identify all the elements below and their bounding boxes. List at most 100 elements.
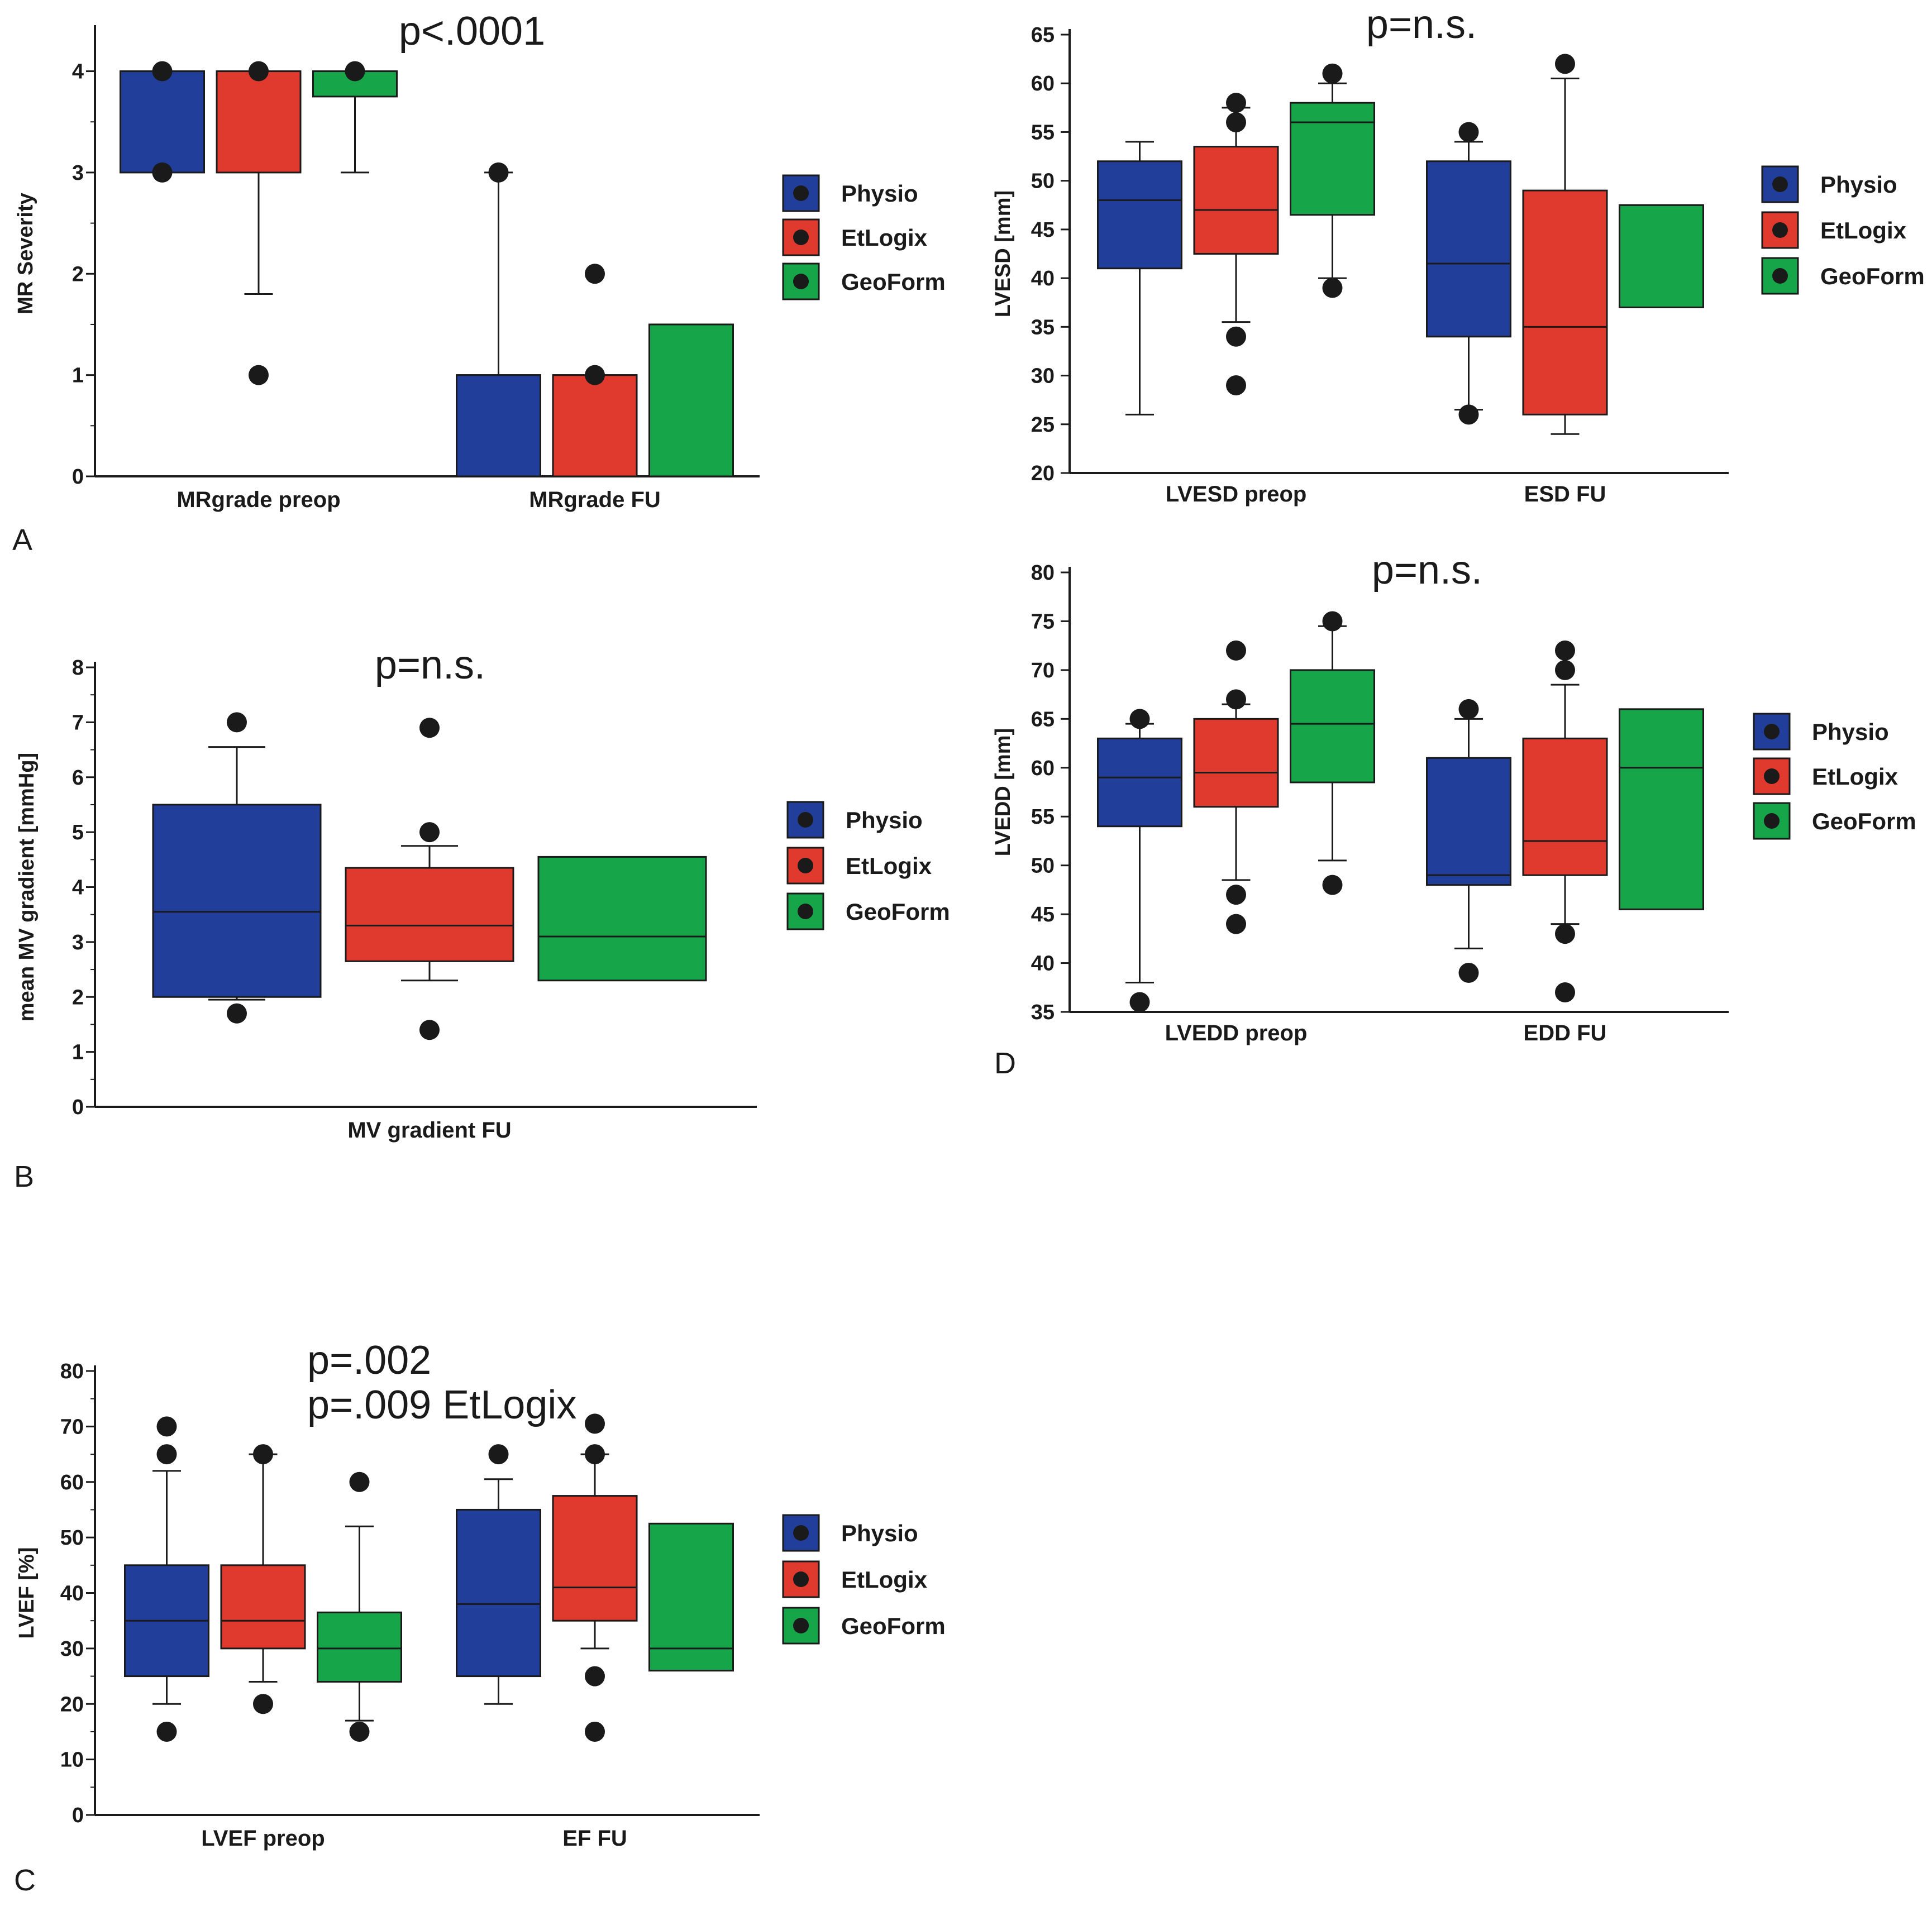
box-geoform <box>1619 204 1704 308</box>
p-value-label: p<.0001 <box>399 9 545 54</box>
outlier-point <box>156 1416 177 1437</box>
legend-marker <box>793 185 809 201</box>
category-label: MRgrade FU <box>529 488 661 512</box>
outlier-point <box>1129 992 1150 1012</box>
outlier-point <box>1226 914 1246 934</box>
y-tick-label: 65 <box>1031 23 1055 47</box>
chart-panel-a: 0 1 2 3 4 MR Severity MRgrade preop MRgrade FU p… <box>12 9 946 557</box>
box-body <box>648 1522 734 1672</box>
box-physio <box>456 1444 541 1705</box>
y-tick-label: 35 <box>1031 316 1055 339</box>
y-tick-label: 1 <box>72 364 84 388</box>
y-axis-title: LVESD [mm] <box>991 190 1015 317</box>
legend-marker <box>798 858 813 873</box>
y-tick-label: 55 <box>1031 805 1055 829</box>
y-tick-label: 2 <box>72 262 84 286</box>
box-physio <box>120 61 205 183</box>
box-geoform <box>1619 708 1704 910</box>
y-tick-label: 80 <box>60 1360 84 1383</box>
outlier-point <box>253 1694 273 1714</box>
y-tick-label: 70 <box>1031 659 1055 682</box>
box-body <box>552 1495 638 1622</box>
legend-label-geoform: GeoForm <box>1820 263 1925 289</box>
legend: Physio EtLogix GeoForm <box>782 174 946 300</box>
outlier-point <box>1322 63 1343 84</box>
box-body <box>1426 757 1511 886</box>
y-tick-label: 35 <box>1031 1001 1055 1024</box>
box-geoform <box>648 1522 734 1672</box>
box-body <box>1290 102 1375 216</box>
y-tick-label: 0 <box>72 1096 84 1119</box>
box-body <box>537 856 707 982</box>
box-physio <box>1426 122 1511 425</box>
box-body <box>1619 708 1704 910</box>
legend-label-geoform: GeoForm <box>841 269 946 295</box>
p-value-label: p=n.s. <box>1366 2 1477 47</box>
outlier-point <box>345 61 365 82</box>
p-value-label: p=n.s. <box>1372 548 1482 593</box>
legend: Physio EtLogix GeoForm <box>786 801 950 930</box>
legend-label-physio: Physio <box>841 1520 918 1546</box>
y-tick-label: 2 <box>72 986 84 1009</box>
panel-letter: B <box>14 1160 34 1193</box>
y-tick-label: 20 <box>60 1693 84 1716</box>
y-tick-label: 80 <box>1031 561 1055 585</box>
panel-letter: D <box>994 1047 1016 1080</box>
legend-marker <box>798 904 813 919</box>
y-axis-title: LVEF [%] <box>15 1547 39 1639</box>
box-body <box>1619 204 1704 308</box>
category-label: LVEDD preop <box>1165 1021 1308 1045</box>
box-etlogix <box>216 61 302 385</box>
y-tick-label: 40 <box>60 1582 84 1606</box>
box-body <box>648 323 734 477</box>
outlier-point <box>152 61 173 82</box>
box-geoform <box>1290 611 1375 895</box>
legend-marker <box>793 1525 809 1541</box>
y-tick-label: 65 <box>1031 708 1055 731</box>
outlier-point <box>585 1444 605 1465</box>
outlier-point <box>1458 122 1479 142</box>
y-tick-label: 60 <box>60 1471 84 1494</box>
y-tick-label: 45 <box>1031 218 1055 242</box>
box-body <box>1193 146 1279 255</box>
y-tick-label: 4 <box>72 876 84 900</box>
y-tick-label: 10 <box>60 1748 84 1772</box>
legend-marker <box>1772 268 1788 284</box>
box-body <box>1290 669 1375 783</box>
outlier-point <box>1322 278 1343 298</box>
outlier-point <box>1458 404 1479 425</box>
p-value-label: p=n.s. <box>375 643 485 687</box>
y-tick-label: 30 <box>60 1637 84 1661</box>
y-tick-label: 3 <box>72 161 84 185</box>
outlier-point <box>1458 963 1479 983</box>
chart-panel-c: 0 10 20 30 40 50 60 70 80 LVEF [%] LVEF preop EF FU… <box>14 1338 946 1897</box>
box-etlogix <box>1193 93 1279 395</box>
y-tick-label: 0 <box>72 465 84 489</box>
outlier-point <box>1129 709 1150 729</box>
box-etlogix <box>1522 54 1608 435</box>
box-body <box>1097 160 1182 270</box>
box-body <box>220 1564 306 1650</box>
box-body <box>552 374 638 477</box>
outlier-point <box>249 61 269 82</box>
outlier-point <box>253 1444 273 1465</box>
y-axis-title: LVEDD [mm] <box>991 728 1015 856</box>
box-body <box>1097 737 1182 828</box>
y-tick-label: 40 <box>1031 952 1055 976</box>
y-axis-title: mean MV gradient [mmHg] <box>15 753 39 1021</box>
box-physio <box>1097 709 1182 1012</box>
outlier-point <box>1555 640 1575 661</box>
outlier-point <box>1555 924 1575 944</box>
y-tick-label: 8 <box>72 656 84 680</box>
legend-marker <box>1772 222 1788 238</box>
y-tick-label: 75 <box>1031 610 1055 633</box>
outlier-point <box>349 1721 370 1742</box>
legend-label-physio: Physio <box>1812 719 1889 745</box>
panel-letter: C <box>14 1864 36 1897</box>
outlier-point <box>585 1413 605 1434</box>
outlier-point <box>1226 93 1246 113</box>
box-body <box>456 374 541 477</box>
y-tick-label: 30 <box>1031 365 1055 388</box>
legend-marker <box>793 230 809 245</box>
